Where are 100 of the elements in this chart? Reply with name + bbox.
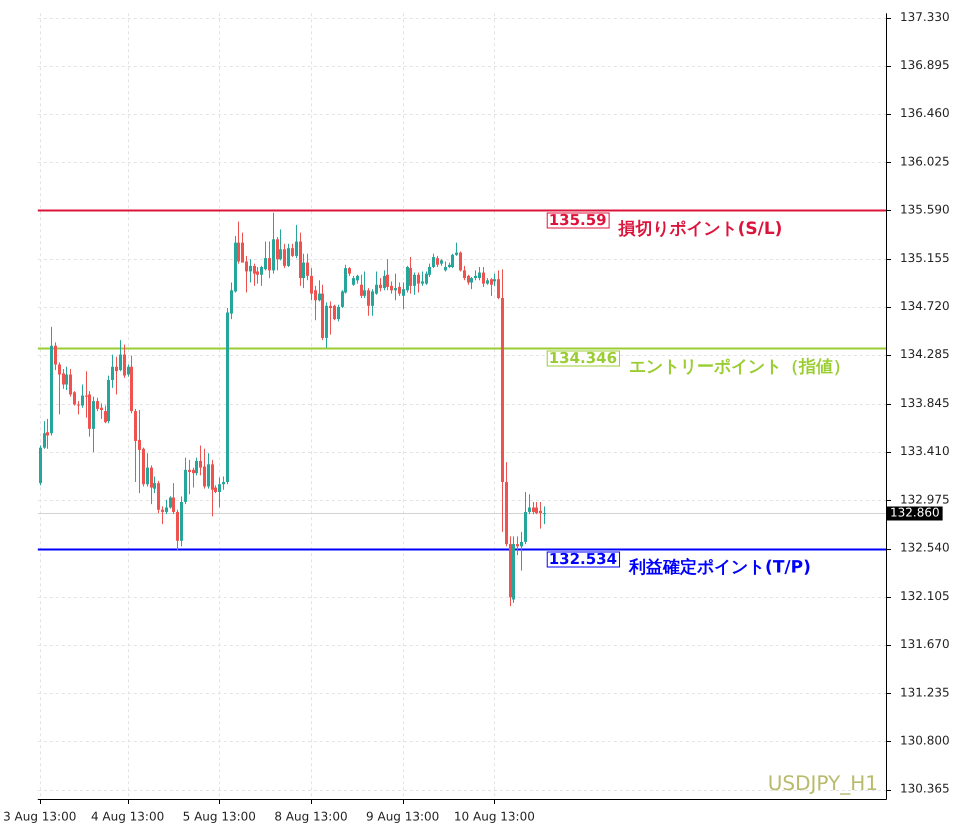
candlestick <box>455 242 458 256</box>
x-tick-label: 3 Aug 13:00 <box>3 809 76 824</box>
candlestick <box>165 499 168 515</box>
candlestick <box>172 482 175 515</box>
y-tick-label: 131.235 <box>900 685 950 700</box>
candlestick <box>138 409 141 494</box>
candlestick <box>291 243 294 258</box>
candlestick <box>386 258 389 291</box>
candlestick <box>535 501 538 515</box>
candlestick <box>406 265 409 293</box>
candlestick <box>302 253 305 289</box>
candlestick <box>237 221 240 264</box>
candlestick <box>256 266 259 284</box>
candlestick <box>123 344 126 378</box>
candlestick <box>497 270 500 300</box>
candlestick <box>413 272 416 296</box>
candlestick <box>264 241 267 271</box>
candlestick <box>161 506 164 525</box>
y-tick-label: 132.105 <box>900 588 950 603</box>
candlestick <box>363 270 366 299</box>
candlestick <box>459 250 462 272</box>
y-tick-label: 133.845 <box>900 396 950 410</box>
candlestick <box>360 274 363 299</box>
y-tick-label: 134.720 <box>900 299 950 314</box>
candlestick <box>65 366 68 391</box>
candlestick <box>115 356 118 395</box>
x-tick-label: 10 Aug 13:00 <box>454 809 535 824</box>
y-tick-label: 135.590 <box>900 202 950 217</box>
candlestick <box>337 304 340 322</box>
candlestick <box>249 258 252 284</box>
ref-line-label: 132.534 <box>548 550 618 568</box>
candlestick <box>451 253 454 269</box>
y-tick-label: 133.410 <box>900 444 950 458</box>
candlestick <box>96 397 99 412</box>
candlestick <box>146 452 149 487</box>
candlestick <box>367 288 370 316</box>
candlestick <box>192 467 195 488</box>
candlestick <box>203 448 206 490</box>
candlestick <box>169 496 172 510</box>
candlestick <box>58 362 61 415</box>
candlestick <box>127 364 130 378</box>
y-tick-label: 130.800 <box>900 733 950 748</box>
y-tick-label: 137.330 <box>900 10 950 24</box>
annotation: 損切りポイント(S/L) <box>618 218 782 239</box>
candlestick <box>432 253 435 269</box>
candlestick <box>520 531 523 572</box>
candlestick <box>253 263 256 286</box>
candlestick <box>409 256 412 294</box>
candlestick <box>436 255 439 268</box>
y-tick-label: 135.155 <box>900 250 950 265</box>
candlestick <box>46 418 49 450</box>
candlestick <box>62 368 65 390</box>
annotation: エントリーポイント（指値） <box>629 356 850 377</box>
candlestick <box>153 476 156 494</box>
candlestick <box>195 457 198 476</box>
candlestick <box>463 265 466 281</box>
candlestick <box>207 452 210 490</box>
candlestick <box>379 278 382 292</box>
y-tick-label: 136.895 <box>900 58 950 72</box>
candlestick <box>394 273 397 301</box>
candlestick <box>279 228 282 261</box>
candlestick <box>111 354 114 388</box>
candlestick <box>119 340 122 372</box>
candlestick <box>493 273 496 286</box>
candlestick <box>104 405 107 424</box>
y-tick-label: 132.540 <box>900 540 950 555</box>
candlestick <box>43 420 46 450</box>
ref-line-label: 132.860 <box>890 506 940 520</box>
candlestick <box>478 266 481 281</box>
candlestick <box>532 501 535 515</box>
candlestick <box>398 282 401 296</box>
candlestick <box>77 400 80 415</box>
candlestick <box>417 272 420 293</box>
x-tick-label: 9 Aug 13:00 <box>366 809 440 824</box>
x-tick-label: 8 Aug 13:00 <box>274 809 348 824</box>
candlestick <box>295 224 298 259</box>
annotation: USDJPY_H1 <box>768 771 878 796</box>
y-tick-label: 131.670 <box>900 637 950 652</box>
candlestick <box>528 494 531 515</box>
candlestick <box>352 275 355 286</box>
candlestick <box>287 243 290 268</box>
candlestick <box>81 384 84 408</box>
y-tick-label: 132.975 <box>900 492 950 506</box>
candlestick <box>218 477 221 508</box>
annotation: 利益確定ポイント(T/P) <box>628 558 811 578</box>
candlestick <box>306 253 309 281</box>
candlestick <box>150 464 153 505</box>
candlestick <box>268 241 271 279</box>
candlestick <box>467 274 470 286</box>
candlestick <box>54 342 57 371</box>
ref-line-label: 135.59 <box>548 210 607 229</box>
candlestick <box>543 506 546 525</box>
candlestick <box>444 260 447 272</box>
candlestick <box>482 266 485 288</box>
candlestick <box>276 236 279 271</box>
candlestick <box>383 270 386 291</box>
y-tick-label: 136.025 <box>900 154 950 168</box>
candlestick <box>310 268 313 301</box>
candlestick <box>490 278 493 296</box>
candlestick <box>516 536 519 556</box>
